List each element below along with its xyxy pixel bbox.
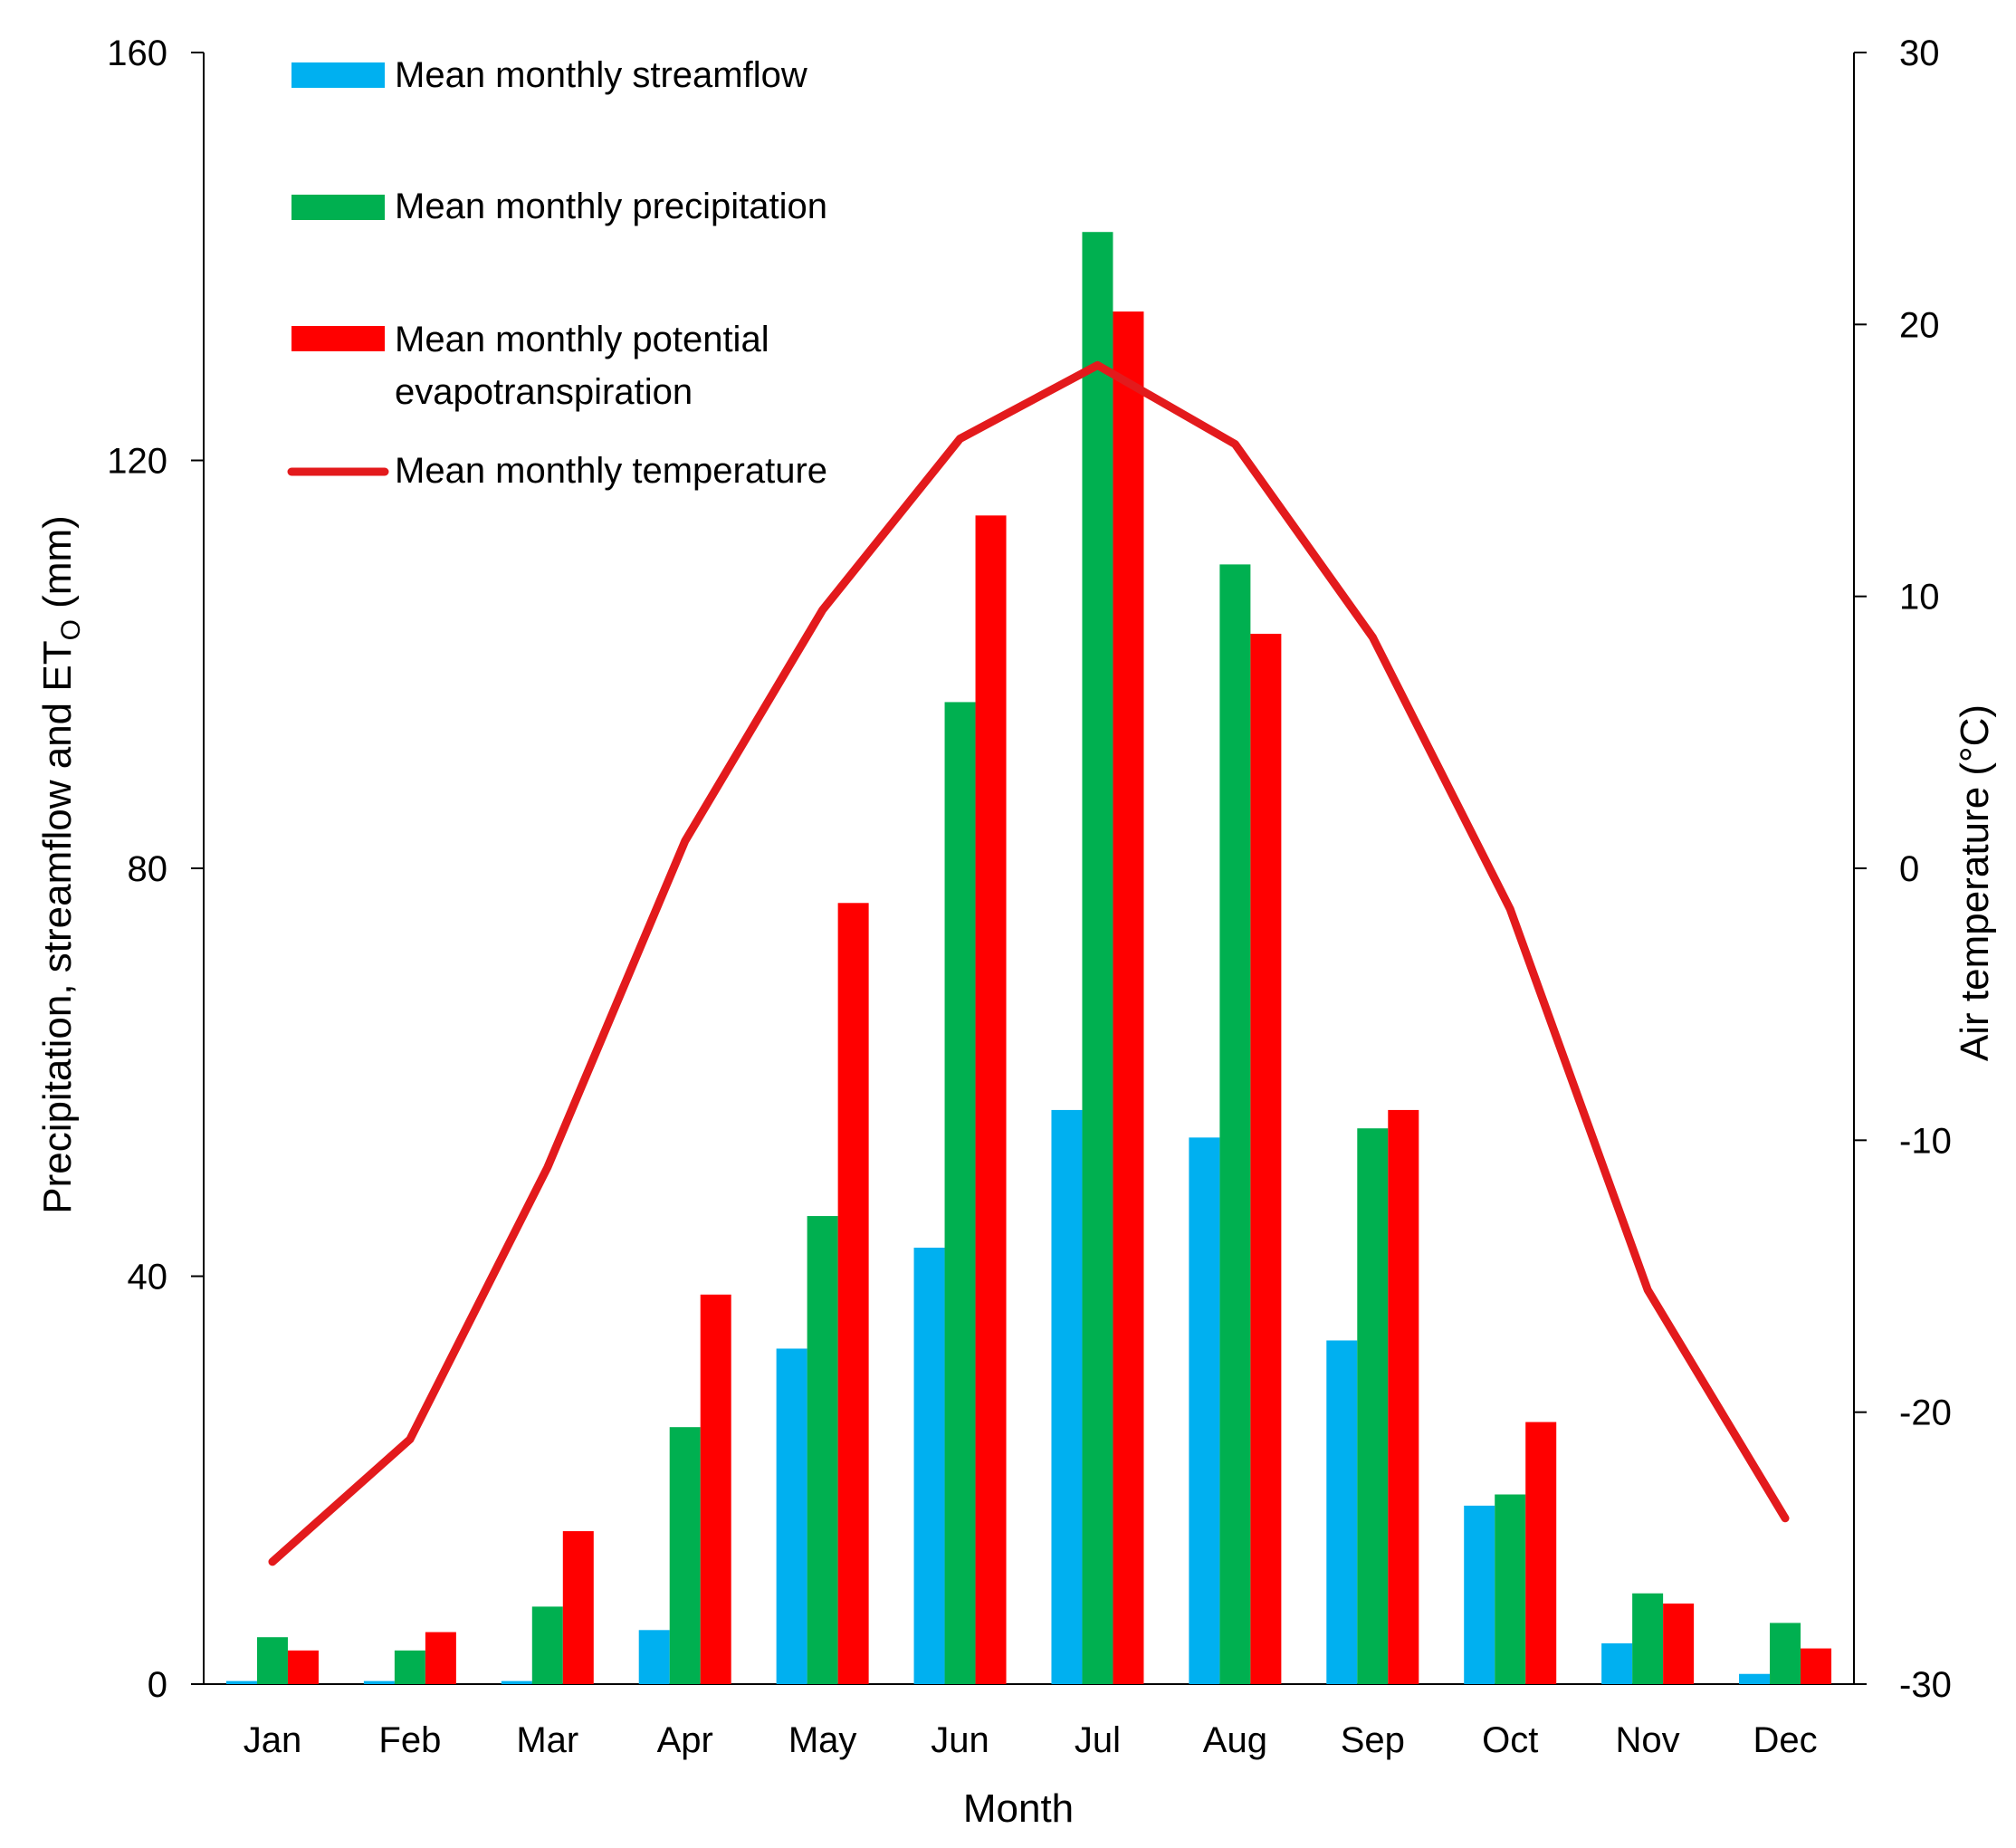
bar: [1250, 633, 1282, 1684]
bar: [394, 1650, 425, 1684]
bar: [944, 702, 976, 1684]
x-tick-label: Jan: [244, 1720, 302, 1760]
bar: [256, 1637, 288, 1684]
x-tick-label: Sep: [1341, 1720, 1405, 1760]
x-tick-label: Jul: [1075, 1720, 1121, 1760]
bar: [1495, 1494, 1526, 1684]
x-tick-label: Nov: [1616, 1720, 1680, 1760]
bar: [1113, 311, 1144, 1684]
bar: [1388, 1109, 1419, 1684]
x-tick-label: Oct: [1482, 1720, 1538, 1760]
bar: [531, 1606, 563, 1684]
bar: [913, 1247, 945, 1684]
legend-label: Mean monthly streamflow: [395, 55, 807, 95]
bar: [1326, 1340, 1358, 1684]
x-axis-title: Month: [963, 1786, 1074, 1831]
right-tick-label: -30: [1899, 1665, 1952, 1705]
right-tick-label: 10: [1899, 578, 1940, 618]
left-tick-label: 160: [107, 34, 167, 73]
legend-label: evapotranspiration: [395, 372, 693, 412]
right-tick-label: 30: [1899, 34, 1940, 73]
bar: [1082, 232, 1113, 1685]
y-axis-title: Precipitation, streamflow and ETO (mm): [35, 515, 86, 1214]
legend-label: Mean monthly temperature: [395, 451, 827, 491]
bar: [425, 1632, 456, 1684]
bar: [776, 1348, 807, 1684]
bar: [975, 515, 1007, 1684]
bar: [837, 903, 869, 1684]
x-tick-label: Mar: [516, 1720, 578, 1760]
left-tick-label: 120: [107, 442, 167, 482]
x-tick-label: Feb: [378, 1720, 441, 1760]
right-tick-label: -20: [1899, 1393, 1952, 1433]
bar: [1770, 1623, 1801, 1684]
bar: [1601, 1642, 1633, 1684]
legend-swatch: [291, 62, 385, 88]
x-tick-label: May: [788, 1720, 857, 1760]
bar: [225, 1680, 257, 1684]
right-tick-label: -10: [1899, 1121, 1952, 1161]
legend-swatch: [291, 195, 385, 220]
bar: [1632, 1593, 1664, 1684]
legend-label: Mean monthly potential: [395, 320, 769, 359]
bar: [1464, 1505, 1495, 1684]
left-tick-label: 80: [128, 849, 168, 889]
bar: [1051, 1109, 1083, 1684]
left-tick-label: 0: [148, 1665, 167, 1705]
temperature-line: [268, 360, 1790, 1566]
bar: [562, 1531, 594, 1684]
x-tick-label: Jun: [931, 1720, 989, 1760]
bar: [638, 1630, 670, 1684]
bar: [287, 1650, 319, 1684]
bar: [669, 1427, 701, 1684]
bar: [1189, 1137, 1220, 1684]
x-tick-label: Aug: [1203, 1720, 1267, 1760]
legend-label: Mean monthly precipitation: [395, 187, 827, 226]
bar: [1525, 1422, 1557, 1684]
bar: [1663, 1604, 1695, 1684]
bar: [700, 1294, 731, 1684]
bar: [1357, 1128, 1389, 1684]
bar: [501, 1680, 532, 1684]
bar: [807, 1216, 838, 1684]
x-tick-label: Dec: [1753, 1720, 1817, 1760]
bar: [1219, 564, 1251, 1685]
bar: [1739, 1673, 1771, 1684]
right-tick-label: 20: [1899, 305, 1940, 345]
x-tick-label: Apr: [657, 1720, 713, 1760]
y2-axis-title: Air temperature (°C): [1953, 704, 1997, 1061]
bar: [1801, 1648, 1832, 1684]
left-tick-label: 40: [128, 1258, 168, 1297]
bar: [363, 1680, 395, 1684]
legend-swatch: [291, 326, 385, 351]
right-tick-label: 0: [1899, 849, 1919, 889]
